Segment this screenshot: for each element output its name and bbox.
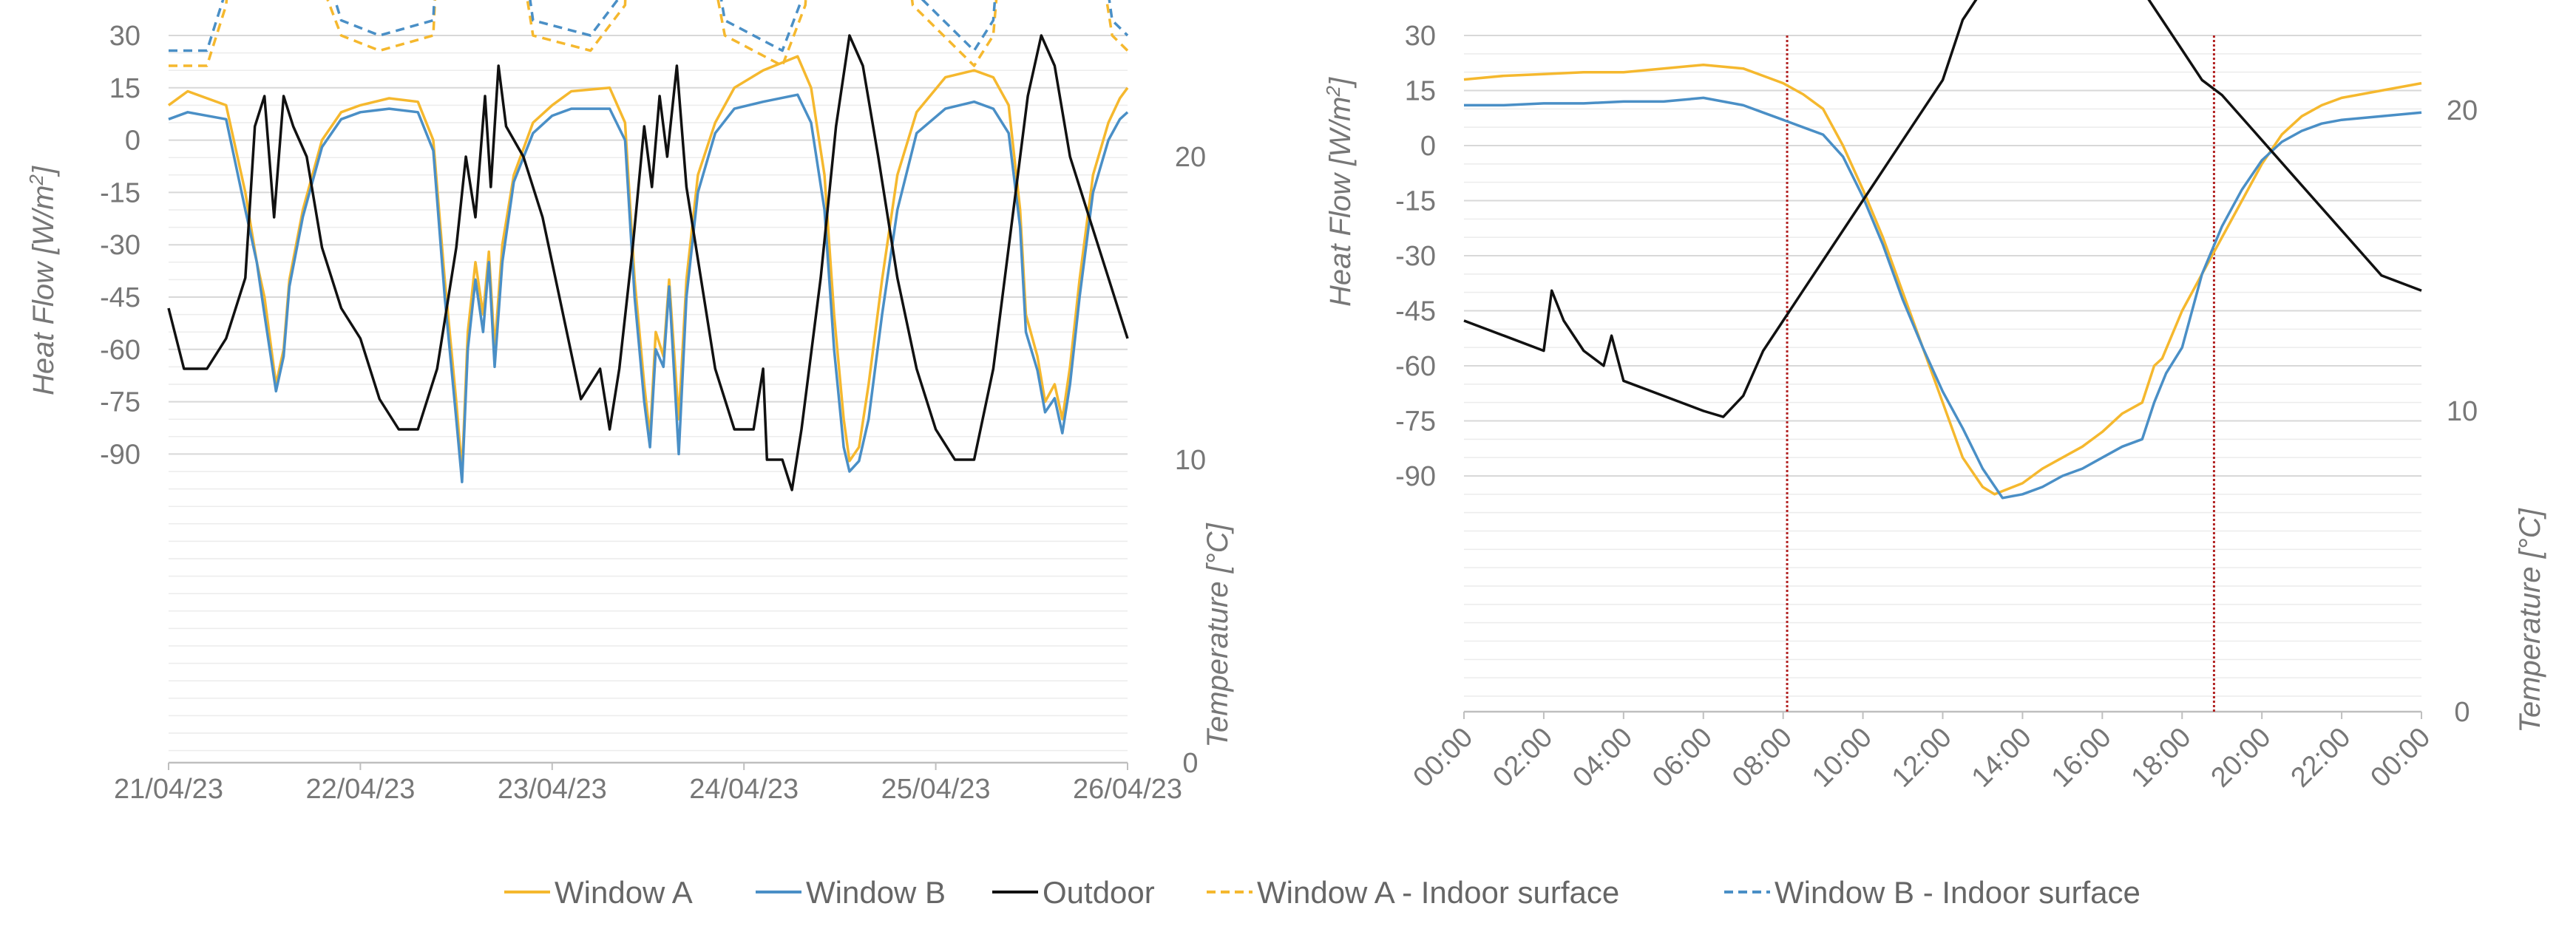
y-left-axis-title: Heat Flow [W/m2]	[25, 166, 60, 395]
series-line-window-a-indoor-surface	[169, 0, 1129, 67]
y-right-axis-title: Temperature [°C]	[2514, 508, 2546, 732]
y-left-tick-label: 30	[109, 21, 140, 52]
y-right-tick-label: 0	[1182, 748, 1198, 779]
x-tick-label: 22:00	[2285, 722, 2357, 794]
y-left-tick-label: -60	[1395, 351, 1436, 382]
series-line-window-a	[167, 55, 1129, 473]
y-left-tick-label: -90	[100, 439, 140, 470]
x-tick-label: 23/04/23	[498, 774, 607, 805]
legend-label: Window A - Indoor surface	[1257, 875, 1619, 910]
x-tick-label: 16:00	[2046, 722, 2118, 794]
legend-item: Window B - Indoor surface	[1724, 875, 2141, 910]
y-left-tick-label: 15	[1405, 76, 1436, 107]
x-tick-label: 02:00	[1487, 722, 1559, 794]
y-left-tick-label: -90	[1395, 461, 1436, 492]
y-right-tick-label: 20	[1175, 142, 1206, 173]
y-left-tick-label: -15	[1395, 186, 1436, 217]
x-tick-label: 00:00	[2365, 722, 2436, 794]
y-left-tick-label: 30	[1405, 21, 1436, 52]
y-right-tick-label: 20	[2447, 95, 2478, 126]
series-line-outdoor	[167, 34, 1129, 491]
x-tick-label: 10:00	[1806, 722, 1878, 794]
legend-label: Window B - Indoor surface	[1775, 875, 2141, 910]
y-right-tick-label: 10	[2447, 396, 2478, 427]
series-line-window-b-indoor-surface	[169, 0, 1129, 52]
y-left-tick-label: -60	[100, 335, 140, 366]
x-tick-label: 06:00	[1647, 722, 1718, 794]
series-line-window-a	[1463, 63, 2422, 496]
y-left-tick-label: -30	[100, 230, 140, 261]
legend-label: Window B	[806, 875, 946, 910]
legend-item: Outdoor	[992, 875, 1155, 910]
chart-panel-left: 30150-15-30-45-60-75-9040302010021/04/23…	[25, 0, 1234, 805]
x-tick-label: 00:00	[1407, 722, 1479, 794]
y-left-tick-label: -45	[100, 282, 140, 313]
x-tick-label: 21/04/23	[114, 774, 223, 805]
legend-label: Outdoor	[1043, 875, 1155, 910]
x-tick-label: 04:00	[1567, 722, 1638, 794]
x-tick-label: 22/04/23	[305, 774, 415, 805]
series-line-window-b	[168, 93, 1129, 483]
y-left-tick-label: -30	[1395, 241, 1436, 272]
y-right-axis-title: Temperature [°C]	[1201, 522, 1234, 747]
legend: Window A Window B Outdoor Window A - Indoor…	[504, 875, 2141, 910]
y-left-tick-label: 0	[125, 126, 140, 157]
y-right-tick-label: 0	[2454, 697, 2470, 728]
x-tick-label: 25/04/23	[881, 774, 991, 805]
legend-item: Window A - Indoor surface	[1207, 875, 1619, 910]
y-left-tick-label: 0	[1420, 131, 1436, 162]
x-tick-label: 08:00	[1726, 722, 1798, 794]
x-tick-label: 26/04/23	[1073, 774, 1182, 805]
y-left-tick-label: -75	[1395, 406, 1436, 438]
gridlines	[169, 35, 1128, 752]
chart-panel-right: 30150-15-30-45-60-75-9040302010000:0002:…	[1322, 0, 2546, 794]
x-tick-label: 12:00	[1886, 722, 1958, 794]
y-left-tick-label: -15	[100, 177, 140, 208]
y-left-tick-label: 15	[109, 73, 140, 104]
series-line-outdoor	[1463, 0, 2422, 418]
x-tick-label: 18:00	[2126, 722, 2197, 794]
x-tick-label: 20:00	[2206, 722, 2277, 794]
gridlines	[1464, 35, 2421, 697]
y-left-axis-title: Heat Flow [W/m2]	[1322, 77, 1357, 307]
legend-item: Window A	[504, 875, 693, 910]
y-left-tick-label: -45	[1395, 296, 1436, 327]
y-right-tick-label: 10	[1175, 445, 1206, 476]
legend-label: Window A	[555, 875, 693, 910]
x-tick-label: 14:00	[1966, 722, 2038, 794]
y-left-tick-label: -75	[100, 387, 140, 418]
x-tick-label: 24/04/23	[689, 774, 799, 805]
legend-item: Window B	[756, 875, 946, 910]
series-line-window-b	[1464, 96, 2422, 500]
